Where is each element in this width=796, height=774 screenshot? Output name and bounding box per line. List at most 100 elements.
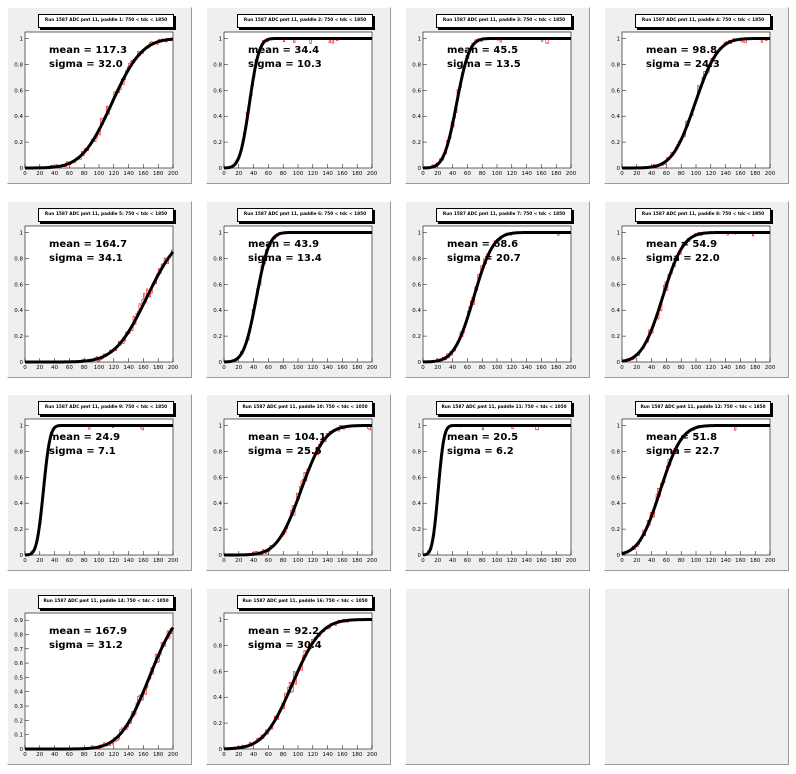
y-tick-label: 1 [219, 36, 223, 42]
x-tick-label: 80 [678, 171, 685, 177]
chart-pad: 0 20 40 60 80 100 120 140 160 180 200 0 0.1 0.2 0.3 0.4… [7, 587, 192, 765]
x-tick-label: 40 [250, 171, 257, 177]
y-tick-label: 0.2 [213, 721, 222, 727]
y-tick-label: 0.6 [14, 88, 23, 94]
y-tick-label: 0.6 [14, 475, 23, 481]
x-tick-label: 140 [123, 752, 134, 758]
x-tick-label: 100 [293, 365, 304, 371]
x-tick-label: 40 [51, 558, 58, 564]
sigma-label: sigma = 22.7 [646, 446, 720, 457]
x-tick-label: 20 [235, 752, 242, 758]
chart-svg: 0 20 40 60 80 100 120 140 160 180 200 0 0.2 0.4 0.6 0.8… [14, 225, 179, 371]
chart-title: Run 1587 ADC pmt 11, paddle 14: 750 < td… [38, 594, 174, 609]
chart-pad: 0 20 40 60 80 100 120 140 160 180 200 0 0.2 0.4 0.6 0.8… [604, 394, 789, 571]
x-tick-label: 20 [434, 171, 441, 177]
y-tick-label: 0.6 [412, 475, 421, 481]
y-tick-label: 0 [219, 553, 223, 559]
x-tick-label: 100 [94, 171, 105, 177]
chart-pad: 0 20 40 60 80 100 120 140 160 180 200 0 0.2 0.4 0.6 0.8… [7, 394, 192, 571]
sigma-label: sigma = 30.4 [248, 640, 322, 651]
x-tick-label: 160 [138, 365, 149, 371]
chart-svg: 0 20 40 60 80 100 120 140 160 180 200 0 0.2 0.4 0.6 0.8… [412, 31, 577, 177]
y-tick-label: 0.8 [213, 62, 222, 68]
x-tick-label: 160 [735, 558, 746, 564]
y-tick-label: 0.2 [611, 334, 620, 340]
chart-title: Run 1587 ADC pmt 11, paddle 4: 750 < tdc… [635, 14, 771, 28]
plot-frame [223, 418, 373, 556]
x-tick-label: 60 [464, 365, 471, 371]
chart-title: Run 1587 ADC pmt 11, paddle 6: 750 < tdc… [237, 207, 373, 222]
x-tick-label: 160 [337, 171, 348, 177]
x-tick-label: 160 [138, 752, 149, 758]
chart-title: Run 1587 ADC pmt 11, paddle 16: 750 < td… [237, 594, 373, 609]
chart-title: Run 1587 ADC pmt 11, paddle 8: 750 < tdc… [635, 207, 771, 222]
sigma-label: sigma = 24.3 [646, 59, 720, 70]
mean-label: mean = 24.9 [49, 432, 120, 443]
y-tick-label: 0 [20, 747, 24, 753]
x-tick-label: 120 [706, 365, 717, 371]
x-tick-label: 100 [293, 558, 304, 564]
x-tick-label: 160 [536, 365, 547, 371]
y-tick-label: 0.8 [611, 62, 620, 68]
y-tick-label: 0.2 [14, 334, 23, 340]
x-tick-label: 180 [750, 365, 761, 371]
y-tick-label: 0.6 [611, 282, 620, 288]
x-tick-label: 60 [265, 365, 272, 371]
mean-label: mean = 51.8 [646, 432, 717, 443]
chart-svg: 0 20 40 60 80 100 120 140 160 180 200 0 0.2 0.4 0.6 0.8… [611, 418, 776, 564]
x-tick-label: 160 [735, 365, 746, 371]
x-tick-label: 0 [421, 365, 425, 371]
y-tick-label: 1 [20, 230, 24, 236]
y-tick-label: 1 [617, 230, 621, 236]
x-tick-label: 0 [421, 558, 425, 564]
x-tick-label: 160 [735, 171, 746, 177]
sigma-label: sigma = 34.1 [49, 253, 123, 264]
x-tick-label: 140 [322, 171, 333, 177]
x-tick-label: 20 [235, 365, 242, 371]
chart-pad: 0 20 40 60 80 100 120 140 160 180 200 0 0.2 0.4 0.6 0.8… [206, 7, 391, 184]
chart-title: Run 1587 ADC pmt 11, paddle 11: 750 < td… [436, 401, 572, 415]
x-tick-label: 40 [648, 558, 655, 564]
x-tick-label: 180 [153, 752, 164, 758]
y-tick-label: 1 [20, 36, 24, 42]
x-tick-label: 0 [23, 365, 27, 371]
x-tick-label: 60 [265, 171, 272, 177]
chart-title: Run 1587 ADC pmt 11, paddle 10: 750 < td… [237, 401, 373, 415]
x-tick-label: 120 [109, 558, 120, 564]
x-tick-label: 120 [308, 558, 319, 564]
x-tick-label: 0 [620, 558, 624, 564]
y-tick-label: 0.2 [213, 527, 222, 533]
x-tick-label: 40 [51, 752, 58, 758]
mean-label: mean = 20.5 [447, 432, 518, 443]
x-tick-label: 80 [280, 558, 287, 564]
y-tick-label: 0.8 [213, 256, 222, 262]
x-tick-label: 100 [492, 558, 503, 564]
y-tick-label: 0.2 [611, 140, 620, 146]
x-tick-label: 0 [620, 365, 624, 371]
x-tick-label: 60 [464, 171, 471, 177]
x-tick-label: 60 [66, 171, 73, 177]
y-tick-label: 0.2 [611, 527, 620, 533]
x-tick-label: 100 [94, 752, 105, 758]
y-tick-label: 0.6 [213, 282, 222, 288]
y-tick-label: 0.8 [14, 449, 23, 455]
x-tick-label: 80 [479, 558, 486, 564]
y-tick-label: 1 [219, 617, 223, 623]
x-tick-label: 0 [23, 171, 27, 177]
x-tick-label: 40 [250, 365, 257, 371]
x-tick-label: 20 [235, 558, 242, 564]
x-tick-label: 200 [168, 558, 179, 564]
x-tick-label: 200 [367, 171, 378, 177]
y-tick-label: 0.8 [412, 449, 421, 455]
x-tick-label: 80 [280, 752, 287, 758]
x-tick-label: 140 [123, 558, 134, 564]
y-tick-label: 0.8 [611, 449, 620, 455]
y-tick-label: 0.4 [412, 308, 421, 314]
y-tick-label: 0.7 [14, 646, 23, 652]
x-tick-label: 200 [168, 171, 179, 177]
x-tick-label: 100 [293, 752, 304, 758]
y-tick-label: 1 [20, 423, 24, 429]
chart-svg: 0 20 40 60 80 100 120 140 160 180 200 0 0.2 0.4 0.6 0.8… [213, 31, 378, 177]
x-tick-label: 20 [36, 171, 43, 177]
